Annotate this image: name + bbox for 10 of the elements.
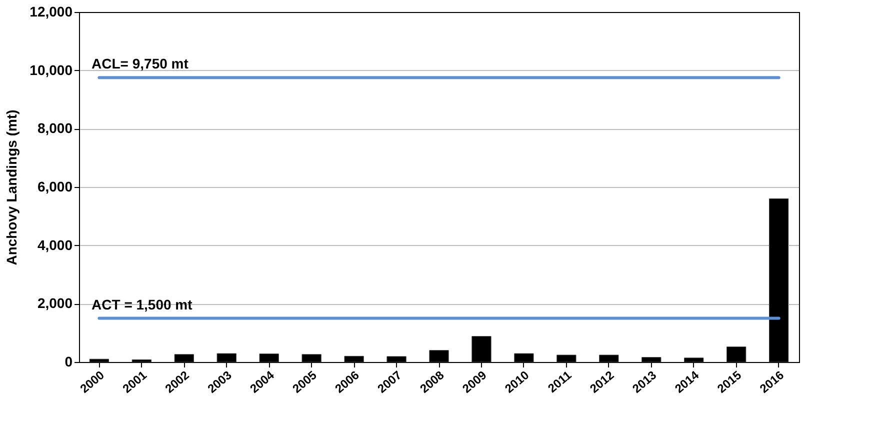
- y-tick-label: 4,000: [37, 236, 73, 253]
- y-tick-label: 10,000: [30, 62, 73, 78]
- ref-line-label: ACL= 9,750 mt: [92, 56, 189, 72]
- y-tick-label: 0: [64, 354, 73, 370]
- y-tick-label: 8,000: [37, 120, 73, 136]
- y-tick-label: 2,000: [37, 295, 73, 312]
- y-axis-title: Anchovy Landings (mt): [4, 110, 20, 266]
- y-tick-label: 12,000: [30, 4, 73, 20]
- y-tick-label: 6,000: [37, 178, 73, 194]
- ref-line-label: ACT = 1,500 mt: [92, 296, 193, 312]
